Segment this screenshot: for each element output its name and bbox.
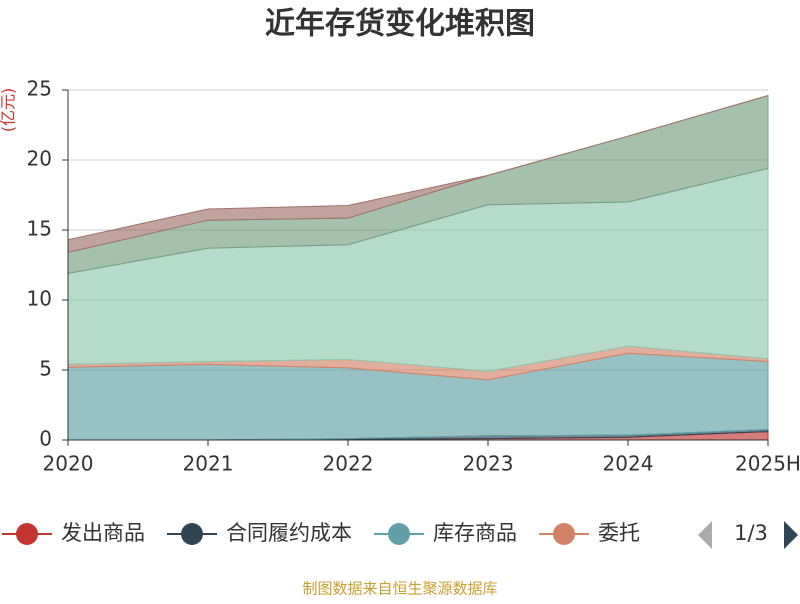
x-tick-label: 2020 [43,452,94,476]
legend-label: 合同履约成本 [226,521,352,545]
x-tick-label: 2025H [735,452,800,476]
plot-area: 0 5 10 15 20 25 2020 2021 2022 2023 2024 2025H [27,77,800,476]
legend-label: 委托 [598,521,640,545]
legend-label: 库存商品 [433,521,517,545]
y-tick-label: 25 [27,77,52,101]
legend-next[interactable] [784,521,798,549]
y-tick-label: 20 [27,147,52,171]
legend-marker [16,523,38,545]
x-tick-label: 2023 [463,452,514,476]
y-tick-label: 0 [39,427,52,451]
legend-prev[interactable] [698,521,712,549]
y-tick-label: 10 [27,287,52,311]
area [67,95,769,254]
x-tick-label: 2021 [183,452,234,476]
legend-marker [553,523,575,545]
legend-marker [388,523,410,545]
legend: 发出商品 合同履约成本 库存商品 委托 [2,521,640,545]
legend-page: 1/3 [734,521,768,545]
x-tick-label: 2024 [603,452,654,476]
y-tick-label: 5 [39,357,52,381]
x-tick-label: 2022 [323,452,374,476]
legend-label: 发出商品 [61,521,145,545]
legend-marker [181,523,203,545]
source-note: 制图数据来自恒生聚源数据库 [302,580,497,598]
chart-title: 近年存货变化堆积图 [265,7,535,42]
y-tick-label: 15 [27,217,52,241]
y-axis-label: (亿元) [0,88,18,133]
